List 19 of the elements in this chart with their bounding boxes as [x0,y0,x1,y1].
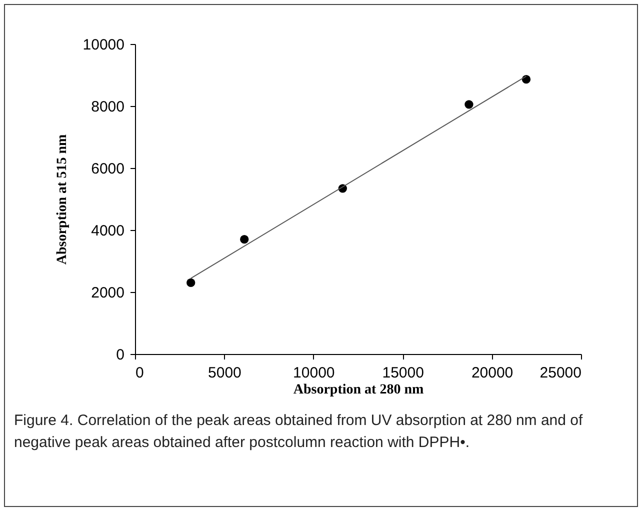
x-tick-label: 10000 [293,364,335,382]
x-tick-label: 15000 [382,364,424,382]
caption: Figure 4. Correlation of the peak areas obtained from UV absorption at 280 nm and of negative peak areas obtained after postcolumn reaction with DPPH•. [14,411,584,453]
y-axis-title: Absorption at 515 nm [54,134,70,265]
x-tick-label: 25000 [540,364,582,382]
y-tick-label: 6000 [91,160,124,178]
point [464,100,474,109]
y-tick-label: 2000 [91,284,124,302]
x-axis-title: Absorption at 280 nm [293,382,424,398]
point [186,278,196,288]
x-tick-label: 0 [136,364,144,382]
y-tick-label: 10000 [82,36,124,54]
y-tick-label: 4000 [91,222,124,240]
point [240,234,249,244]
y-tick-label: 0 [116,346,124,364]
y-tick-label: 8000 [91,98,124,116]
x-tick-label: 5000 [208,364,242,382]
x-tick-label: 20000 [471,364,514,382]
point [522,75,531,84]
